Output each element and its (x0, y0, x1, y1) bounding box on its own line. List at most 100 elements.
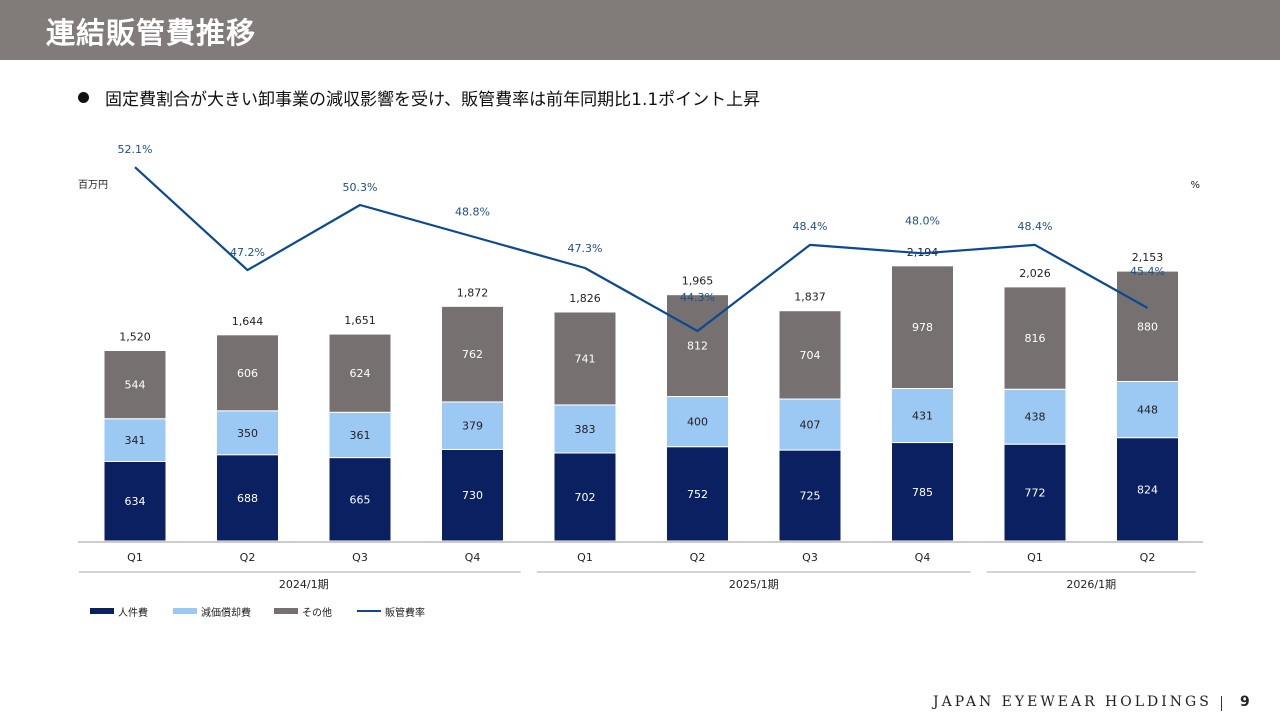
period-group-label: 2024/1期 (279, 578, 329, 591)
x-tick-label: Q1 (577, 551, 593, 564)
bar-value-label-personnel: 772 (1025, 487, 1046, 500)
left-axis-unit: 百万円 (78, 179, 108, 191)
sga-ratio-label: 45.4% (1130, 265, 1165, 278)
sga-ratio-label: 52.1% (118, 143, 153, 156)
bar-other (891, 265, 954, 389)
sga-ratio-label: 44.3% (680, 291, 715, 304)
bar-value-label-personnel: 725 (800, 490, 821, 503)
bar-personnel (1116, 437, 1179, 542)
header-bar: 連結販管費推移 (0, 0, 1280, 60)
bar-other (553, 311, 617, 406)
page-title: 連結販管費推移 (46, 16, 257, 50)
bar-value-label-depreciation: 383 (575, 423, 596, 436)
bar-value-label-other: 762 (462, 348, 483, 361)
bar-value-label-depreciation: 448 (1137, 404, 1158, 417)
page-number: 9 (1240, 694, 1250, 710)
bar-depreciation (666, 396, 729, 448)
bar-value-label-personnel: 752 (687, 488, 708, 501)
bar-value-label-depreciation: 379 (462, 420, 483, 433)
bar-depreciation (103, 418, 167, 462)
bar-value-label-personnel: 824 (1137, 483, 1158, 496)
bar-depreciation (328, 411, 392, 459)
bar-other (441, 305, 504, 403)
bar-total-label: 1,520 (119, 330, 151, 343)
x-tick-label: Q4 (465, 551, 481, 564)
x-tick-label: Q2 (690, 551, 706, 564)
bar-personnel (778, 449, 842, 542)
bar-personnel (441, 448, 504, 542)
sga-ratio-label: 50.3% (343, 181, 378, 194)
bar-value-label-personnel: 785 (912, 486, 933, 499)
period-group-label: 2026/1期 (1066, 578, 1116, 591)
bar-total-label: 1,872 (457, 286, 489, 299)
bar-value-label-depreciation: 341 (125, 434, 146, 447)
bar-other (103, 349, 167, 420)
legend-swatch-other (274, 608, 298, 614)
bar-other (778, 310, 842, 400)
bar-value-label-depreciation: 407 (800, 419, 821, 432)
bar-personnel (891, 442, 954, 542)
bar-total-label: 2,153 (1132, 251, 1164, 264)
sga-ratio-label: 47.3% (568, 242, 603, 255)
sga-ratio-label: 48.8% (455, 206, 490, 219)
bar-other (666, 294, 729, 398)
bar-value-label-other: 816 (1025, 332, 1046, 345)
sga-ratio-line (134, 166, 1149, 333)
bar-total-label: 1,837 (794, 291, 826, 304)
bar-depreciation (778, 398, 842, 451)
bar-value-label-depreciation: 350 (237, 427, 258, 440)
footer-divider (1221, 696, 1222, 711)
bar-depreciation (441, 401, 504, 450)
bar-total-label: 2,026 (1019, 267, 1051, 280)
x-tick-label: Q2 (240, 551, 256, 564)
x-tick-label: Q2 (1140, 551, 1156, 564)
bar-other (216, 334, 279, 412)
x-tick-label: Q3 (802, 551, 818, 564)
sga-ratio-label: 48.0% (905, 214, 940, 227)
bar-value-label-depreciation: 400 (687, 416, 708, 429)
bar-depreciation (891, 387, 954, 444)
bar-total-label: 1,826 (569, 292, 601, 305)
bar-value-label-depreciation: 431 (912, 410, 933, 423)
x-tick-label: Q3 (352, 551, 368, 564)
bar-other (1116, 270, 1179, 382)
bar-value-label-other: 978 (912, 321, 933, 334)
bar-total-label: 1,965 (682, 275, 714, 288)
bar-value-label-depreciation: 361 (350, 429, 371, 442)
legend-swatch-depreciation (173, 608, 197, 614)
right-axis-unit: % (1190, 180, 1200, 191)
legend-label: 販管費率 (385, 606, 425, 619)
legend-label: 減価償却費 (201, 606, 251, 619)
bar-value-label-other: 624 (350, 367, 371, 380)
bar-depreciation (1116, 380, 1179, 439)
bar-value-label-other: 704 (800, 349, 821, 362)
bar-personnel (553, 452, 617, 542)
bar-value-label-depreciation: 438 (1025, 411, 1046, 424)
legend-label: 人件費 (118, 606, 148, 619)
bar-total-label: 1,644 (232, 315, 264, 328)
bar-personnel (103, 460, 167, 542)
x-tick-label: Q1 (1027, 551, 1043, 564)
bar-value-label-other: 741 (575, 352, 596, 365)
footer-brand: JAPAN EYEWEAR HOLDINGS (933, 694, 1212, 710)
bar-value-label-personnel: 730 (462, 489, 483, 502)
summary-bullet: 固定費割合が大きい卸事業の減収影響を受け、販管費率は前年同期比1.1ポイント上昇 (78, 84, 760, 110)
x-tick-label: Q1 (127, 551, 143, 564)
legend-swatch-personnel (90, 608, 114, 614)
sga-ratio-label: 47.2% (230, 246, 265, 259)
bar-value-label-personnel: 634 (125, 495, 146, 508)
period-group-label: 2025/1期 (729, 578, 779, 591)
bar-value-label-personnel: 688 (237, 492, 258, 505)
bar-value-label-personnel: 702 (575, 491, 596, 504)
bar-depreciation (216, 410, 279, 456)
bar-depreciation (1003, 388, 1067, 445)
bar-other (328, 333, 392, 413)
bar-value-label-other: 606 (237, 367, 258, 380)
sga-ratio-label: 48.4% (793, 220, 828, 233)
legend-label: その他 (302, 606, 332, 619)
bar-value-label-other: 544 (125, 379, 146, 392)
bar-other (1003, 286, 1067, 390)
bar-total-label: 1,651 (344, 314, 376, 327)
bar-personnel (1003, 443, 1067, 542)
